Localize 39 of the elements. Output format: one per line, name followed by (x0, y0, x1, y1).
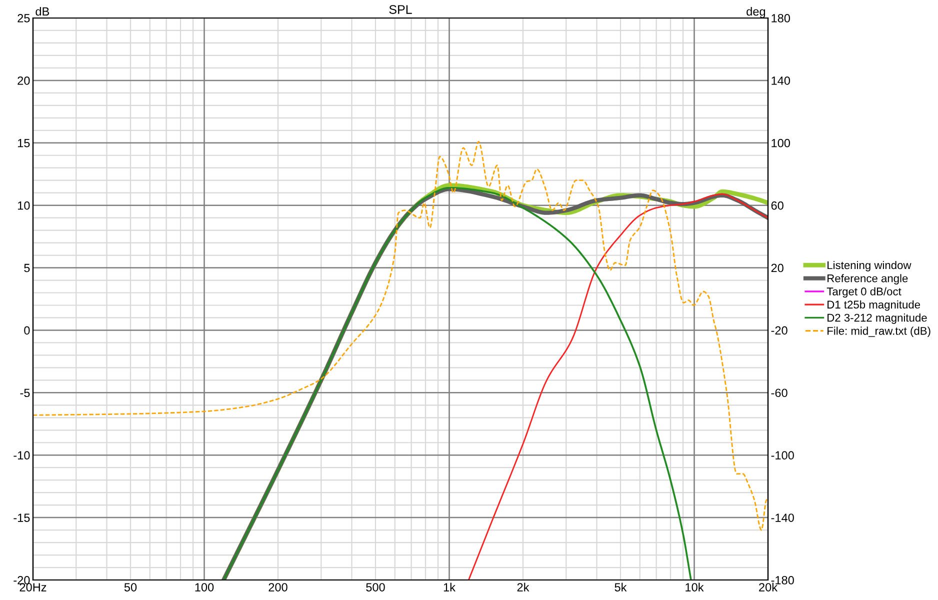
y2-tick-label: -60 (771, 388, 788, 398)
x-tick-label: 20k (759, 582, 778, 592)
x-tick-label: 100 (195, 583, 214, 592)
y-tick-label: 25 (18, 14, 30, 22)
y2-tick-label: 180 (772, 14, 790, 22)
y-tick-label: 15 (18, 139, 30, 148)
y2-tick-label: -100 (771, 451, 794, 460)
y2-tick-label: -20 (771, 326, 788, 335)
y-tick-label: 20 (18, 76, 30, 85)
chart-title: SPL (389, 5, 412, 14)
y-tick-label: -10 (14, 451, 30, 460)
y-tick-label: -20 (14, 576, 30, 584)
x-tick-label: 1k (444, 582, 456, 592)
legend-label: Reference angle (828, 274, 908, 284)
y-tick-label: -5 (20, 388, 30, 398)
x-tick-label: 200 (268, 583, 288, 592)
legend-label: Target 0 dB/oct (826, 287, 902, 298)
y2-tick-label: 20 (771, 264, 784, 272)
y-tick-label: 0 (24, 326, 30, 335)
x-tick-label: 500 (366, 583, 385, 592)
x-tick-label: 10k (686, 582, 704, 592)
y2-tick-label: -180 (771, 576, 794, 584)
y2-tick-label: 100 (772, 138, 790, 148)
x-tick-label: 50 (124, 583, 137, 592)
legend-label: D1 t25b magnitude (828, 300, 920, 311)
y-axis-title: dB (36, 6, 50, 16)
x-tick-label: 20Hz (20, 583, 46, 592)
x-tick-label: 5k (614, 582, 627, 592)
y-tick-label: 10 (18, 201, 30, 210)
y2-tick-label: -140 (771, 514, 794, 522)
y2-tick-label: 140 (772, 76, 790, 85)
x-tick-label: 2k (517, 582, 530, 592)
y-tick-label: 5 (24, 264, 30, 272)
y-tick-label: -15 (14, 514, 30, 522)
y2-tick-label: 60 (771, 201, 784, 210)
legend-label: D2 3-212 magnitude (828, 314, 927, 324)
legend-label: Listening window (828, 260, 912, 272)
legend-label: File: mid_raw.txt (dB) (828, 326, 930, 338)
y2-axis-title: deg (746, 6, 766, 18)
